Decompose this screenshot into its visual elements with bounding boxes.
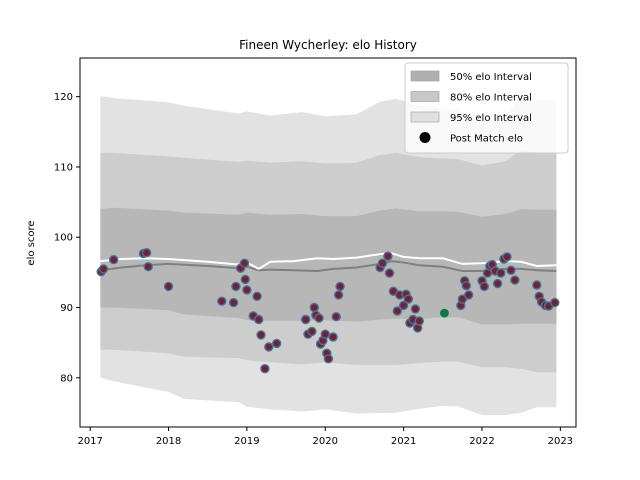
x-tick-label: 2023: [548, 436, 573, 447]
post-match-point: [502, 252, 512, 262]
post-match-point: [410, 304, 421, 314]
plot-inner: [96, 95, 560, 416]
legend-swatch: [410, 91, 440, 102]
post-match-point: [333, 290, 344, 300]
post-match-point: [254, 314, 264, 325]
legend-label: Post Match elo: [450, 134, 523, 145]
post-match-point: [320, 329, 330, 339]
post-match-point-highlight: [439, 308, 449, 318]
post-match-point: [510, 275, 520, 285]
y-tick-label: 110: [54, 162, 73, 173]
post-match-point: [309, 302, 319, 313]
post-match-point: [252, 291, 262, 301]
post-match-point: [550, 297, 560, 308]
legend-box: [404, 62, 569, 154]
post-match-point: [414, 316, 424, 326]
x-tick-label: 2017: [77, 436, 102, 447]
post-match-point: [506, 265, 516, 275]
post-match-point: [240, 274, 251, 285]
post-match-point: [256, 330, 266, 340]
x-tick-label: 2019: [234, 436, 259, 447]
post-match-point: [323, 354, 334, 364]
post-match-point: [398, 300, 409, 311]
y-tick-label: 120: [54, 92, 73, 103]
y-tick-label: 90: [60, 303, 73, 314]
post-match-point: [335, 281, 345, 292]
post-match-point: [98, 264, 109, 274]
post-match-point: [239, 258, 250, 268]
plot-area: [96, 95, 560, 416]
legend-swatch: [410, 111, 440, 123]
legend-label: 80% elo Interval: [450, 93, 532, 104]
post-match-point: [272, 338, 282, 349]
post-match-point: [383, 251, 393, 261]
x-tick-label: 2018: [156, 436, 181, 447]
post-match-point: [217, 296, 227, 306]
band-50-interval: [100, 207, 557, 325]
post-match-point: [141, 247, 152, 258]
post-match-point: [301, 314, 311, 325]
legend-swatch: [410, 70, 440, 82]
post-match-point: [464, 290, 474, 300]
post-match-point: [307, 326, 317, 337]
post-match-point: [108, 255, 119, 265]
post-match-point: [143, 262, 153, 272]
post-match-point: [328, 332, 338, 342]
y-tick-label: 80: [60, 373, 73, 384]
post-match-point: [457, 294, 468, 304]
post-match-point: [496, 268, 506, 278]
x-tick-label: 2021: [391, 436, 416, 447]
post-match-point: [163, 281, 174, 292]
post-match-point: [331, 312, 341, 322]
post-match-point: [264, 342, 274, 352]
legend: 50% elo Interval 80% elo Interval 95% elo …: [404, 62, 569, 154]
x-tick-label: 2020: [313, 436, 338, 447]
post-match-point: [384, 268, 395, 278]
post-match-point: [314, 313, 324, 323]
post-match-point: [461, 281, 471, 291]
post-match-point: [479, 281, 489, 292]
legend-label: 50% elo Interval: [450, 72, 532, 83]
post-match-point: [242, 285, 252, 295]
chart-title: Fineen Wycherley: elo History: [239, 38, 417, 52]
post-match-point: [492, 278, 503, 289]
elo-line-2: [100, 252, 557, 271]
post-match-point: [532, 280, 542, 290]
y-tick-label: 100: [54, 233, 73, 244]
y-axis-label: elo score: [26, 220, 37, 265]
post-match-point: [377, 258, 388, 268]
plot-frame: [79, 57, 577, 428]
legend-marker: [419, 132, 431, 143]
post-match-point: [231, 281, 241, 292]
x-tick-label: 2022: [469, 436, 494, 447]
post-match-point: [392, 306, 402, 316]
legend-label: 95% elo Interval: [450, 113, 532, 124]
post-match-point: [403, 294, 413, 304]
post-match-point: [228, 297, 239, 308]
post-match-point: [260, 364, 270, 374]
axes: 2017 2018 2019 2020 2021 2022 2023 80 90 100 110 12…: [54, 57, 577, 447]
